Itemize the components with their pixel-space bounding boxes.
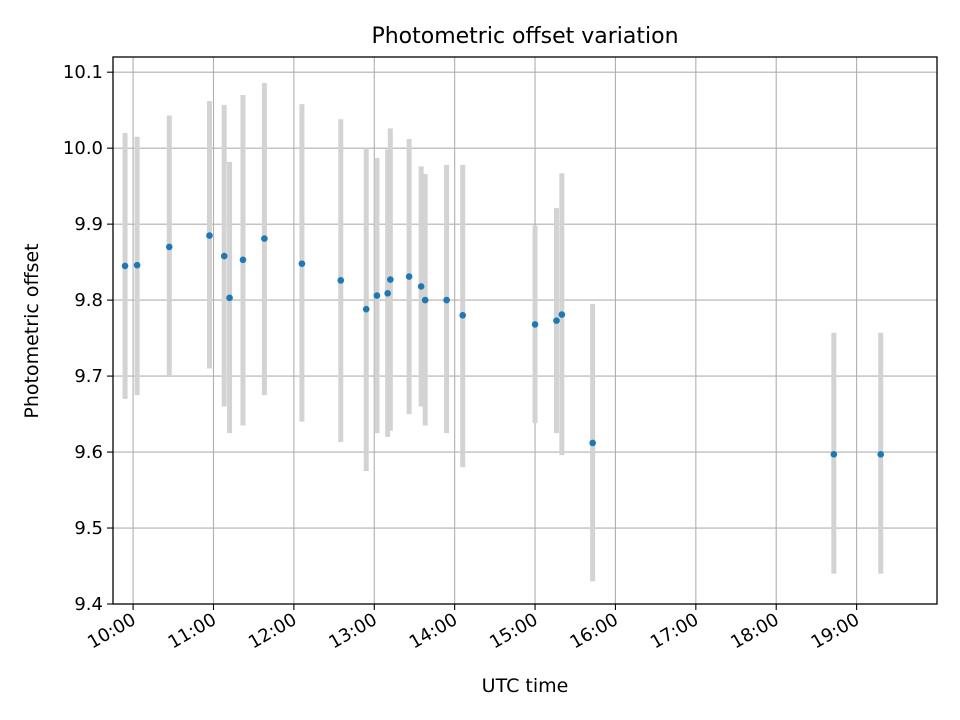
y-axis-label: Photometric offset xyxy=(21,243,43,418)
y-tick-label: 10.0 xyxy=(63,138,103,159)
data-point xyxy=(877,451,885,458)
data-point xyxy=(239,256,247,264)
y-tick-label: 9.9 xyxy=(74,214,103,235)
data-point xyxy=(443,296,450,304)
y-axis-ticks: 9.4 9.5 9.6 9.7 9.8 9.9 10.0 10.1 xyxy=(63,62,113,615)
data-point xyxy=(261,235,268,242)
data-point xyxy=(421,296,429,304)
data-point xyxy=(220,252,228,260)
data-point xyxy=(384,289,391,297)
plot-frame xyxy=(112,56,938,605)
data-points xyxy=(121,232,885,458)
y-tick-label: 9.7 xyxy=(74,366,103,387)
data-point xyxy=(459,312,466,319)
data-point xyxy=(133,261,141,269)
y-tick-label: 9.6 xyxy=(74,442,103,463)
data-point xyxy=(830,451,838,458)
data-point xyxy=(165,243,173,251)
chart-title: Photometric offset variation xyxy=(371,24,678,49)
data-point xyxy=(337,277,345,284)
data-point xyxy=(531,321,539,328)
data-point xyxy=(589,439,596,447)
x-axis-label: UTC time xyxy=(482,675,569,697)
data-point xyxy=(226,294,233,302)
data-point xyxy=(362,305,370,313)
y-tick-label: 9.5 xyxy=(74,518,103,539)
y-tick-label: 9.4 xyxy=(74,594,103,615)
data-point xyxy=(553,317,560,324)
y-tick-label: 9.8 xyxy=(74,290,103,311)
y-tick-label: 10.1 xyxy=(63,62,103,83)
data-point xyxy=(206,232,213,239)
data-point xyxy=(298,260,306,267)
data-point xyxy=(121,262,129,270)
data-point xyxy=(373,292,381,299)
data-point xyxy=(417,283,425,290)
data-point xyxy=(558,311,566,318)
data-point xyxy=(387,276,394,283)
data-point xyxy=(405,273,413,280)
